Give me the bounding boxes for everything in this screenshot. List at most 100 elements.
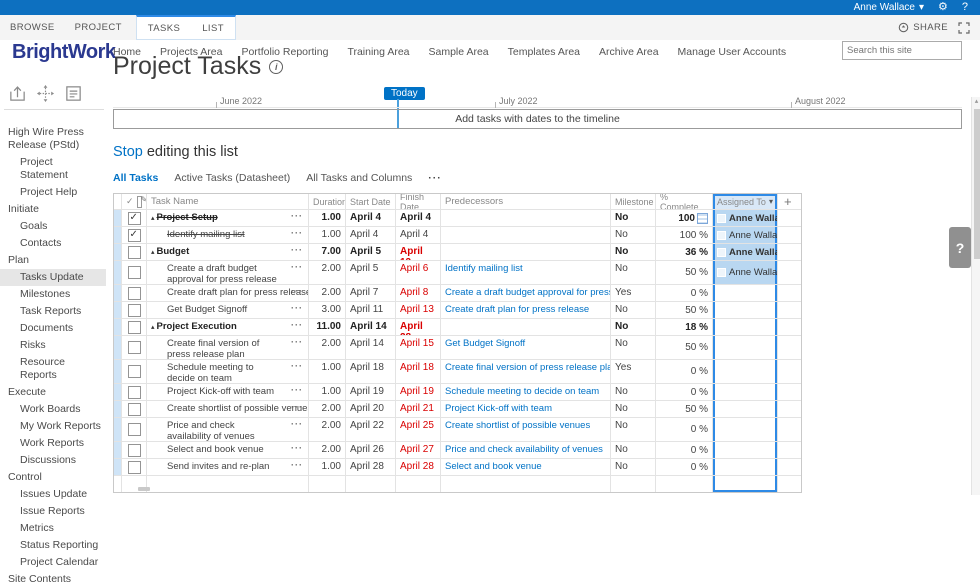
timeline-empty-bar[interactable]: Add tasks with dates to the timeline [113, 109, 962, 129]
help-flyout-button[interactable]: ? [949, 227, 971, 268]
duration-cell[interactable]: 2.00 [309, 285, 346, 301]
row-checkbox[interactable] [127, 443, 141, 457]
col-header-task-name[interactable]: Task Name [147, 194, 309, 209]
assigned-to-cell[interactable] [713, 319, 778, 335]
promote-upload-icon[interactable] [8, 84, 27, 103]
start-date-cell[interactable] [346, 476, 396, 492]
row-checkbox[interactable] [127, 460, 141, 474]
milestone-cell[interactable]: No [611, 227, 656, 243]
sidebar-item-execute[interactable]: Execute [8, 386, 46, 398]
predecessor-link[interactable]: Project Kick-off with team [445, 403, 553, 414]
finish-date-cell[interactable]: April 13 [396, 302, 441, 318]
sidebar-item-milestones[interactable]: Milestones [20, 288, 71, 300]
predecessors-cell[interactable] [441, 227, 611, 243]
row-selector[interactable] [114, 227, 122, 243]
assigned-to-cell[interactable] [713, 459, 778, 475]
assigned-to-cell[interactable] [713, 336, 778, 359]
percent-complete-cell[interactable]: 0 % [656, 285, 713, 301]
sidebar-item-my-work-reports[interactable]: My Work Reports [20, 420, 101, 432]
milestone-cell[interactable]: No [611, 302, 656, 318]
top-nav-link[interactable]: Manage User Accounts [677, 46, 787, 58]
sidebar-item-contacts[interactable]: Contacts [20, 237, 62, 249]
predecessor-link[interactable]: Get Budget Signoff [445, 338, 526, 349]
row-menu-button[interactable]: ··· [291, 262, 303, 272]
row-menu-button[interactable]: ··· [291, 385, 303, 395]
percent-complete-cell[interactable]: 36 % [656, 244, 713, 260]
percent-complete-cell[interactable]: 0 % [656, 418, 713, 441]
collapse-triangle-icon[interactable]: ▴ [151, 249, 155, 256]
percent-complete-cell[interactable]: 50 % [656, 302, 713, 318]
views-more-menu[interactable]: ··· [428, 172, 442, 184]
milestone-cell[interactable]: No [611, 442, 656, 458]
assigned-to-cell[interactable]: Anne Wallace [713, 261, 778, 284]
predecessors-cell[interactable]: Create final version of press release pl… [441, 360, 611, 383]
finish-date-cell[interactable]: April 21 [396, 401, 441, 417]
start-date-cell[interactable]: April 22 [346, 418, 396, 441]
info-icon[interactable]: i [269, 59, 284, 74]
row-checkbox[interactable] [127, 341, 141, 354]
top-nav-link[interactable]: Projects Area [160, 46, 223, 58]
duration-cell[interactable]: 3.00 [309, 302, 346, 318]
task-name-cell[interactable]: Create a draft budget approval for press… [147, 261, 309, 284]
view-all-tasks-and-columns[interactable]: All Tasks and Columns [306, 172, 413, 184]
row-checkbox[interactable] [127, 402, 141, 416]
finish-date-cell[interactable]: April 8 [396, 285, 441, 301]
top-nav-link[interactable]: Archive Area [599, 46, 659, 58]
duration-cell[interactable] [309, 476, 346, 492]
task-name-cell[interactable]: Create shortlist of possible venues ··· [147, 401, 309, 417]
row-selector[interactable] [114, 401, 122, 417]
percent-complete-cell[interactable]: 50 % [656, 336, 713, 359]
row-menu-button[interactable]: ··· [291, 419, 303, 429]
start-date-cell[interactable]: April 28 [346, 459, 396, 475]
assigned-to-cell[interactable] [713, 285, 778, 301]
row-menu-button[interactable]: ··· [291, 211, 303, 221]
milestone-cell[interactable]: Yes [611, 360, 656, 383]
assigned-to-cell[interactable] [713, 302, 778, 318]
settings-gear-icon[interactable]: ⚙ [938, 1, 948, 13]
row-menu-button[interactable]: ··· [291, 286, 303, 296]
start-date-cell[interactable]: April 14 [346, 336, 396, 359]
finish-date-cell[interactable]: April 6 [396, 261, 441, 284]
predecessor-link[interactable]: Create shortlist of possible venues [445, 420, 591, 431]
task-name-cell[interactable]: Identify mailing list ··· [147, 227, 309, 243]
milestone-cell[interactable]: Yes [611, 285, 656, 301]
predecessor-link[interactable]: Identify mailing list [445, 263, 523, 274]
milestone-cell[interactable]: No [611, 244, 656, 260]
tab-project[interactable]: PROJECT [74, 22, 122, 33]
share-button[interactable]: SHARE [898, 22, 948, 33]
predecessor-link[interactable]: Create a draft budget approval for press… [445, 287, 610, 298]
predecessors-cell[interactable]: Create a draft budget approval for press… [441, 285, 611, 301]
assigned-to-cell[interactable] [713, 384, 778, 400]
row-selector[interactable] [114, 418, 122, 441]
duration-cell[interactable]: 2.00 [309, 261, 346, 284]
milestone-cell[interactable]: No [611, 384, 656, 400]
predecessors-cell[interactable]: Schedule meeting to decide on team [441, 384, 611, 400]
percent-complete-cell[interactable]: 0 % [656, 459, 713, 475]
start-date-cell[interactable]: April 14 [346, 319, 396, 335]
duration-cell[interactable]: 1.00 [309, 459, 346, 475]
sidebar-item-plan[interactable]: Plan [8, 254, 30, 266]
start-date-cell[interactable]: April 18 [346, 360, 396, 383]
start-date-cell[interactable]: April 19 [346, 384, 396, 400]
duration-cell[interactable]: 2.00 [309, 442, 346, 458]
sidebar-item-initiate[interactable]: Initiate [8, 203, 39, 215]
percent-complete-cell[interactable]: 0 % [656, 384, 713, 400]
assigned-to-cell[interactable] [713, 418, 778, 441]
sidebar-item-discussions[interactable]: Discussions [20, 454, 77, 466]
task-name-cell[interactable]: Get Budget Signoff ··· [147, 302, 309, 318]
brightwork-logo[interactable]: BrightWork [12, 40, 116, 63]
percent-complete-cell[interactable]: 100 % [656, 227, 713, 243]
collapse-triangle-icon[interactable]: ▴ [151, 324, 155, 331]
sidebar-item-project-calendar[interactable]: Project Calendar [20, 556, 99, 568]
assigned-to-cell[interactable] [713, 476, 778, 492]
predecessors-cell[interactable]: Price and check availability of venues [441, 442, 611, 458]
task-name-cell[interactable]: Schedule meeting to decide on team ··· [147, 360, 309, 383]
milestone-cell[interactable]: No [611, 418, 656, 441]
suite-help-icon[interactable]: ? [961, 1, 968, 13]
col-header-duration[interactable]: Duration [309, 194, 346, 209]
sidebar-item-project-help[interactable]: Project Help [20, 186, 78, 198]
predecessors-cell[interactable]: Select and book venue [441, 459, 611, 475]
percent-complete-cell[interactable] [656, 476, 713, 492]
sidebar-item-resource-reports[interactable]: Resource Reports [20, 356, 65, 381]
task-name-cell[interactable]: Create final version of press release pl… [147, 336, 309, 359]
